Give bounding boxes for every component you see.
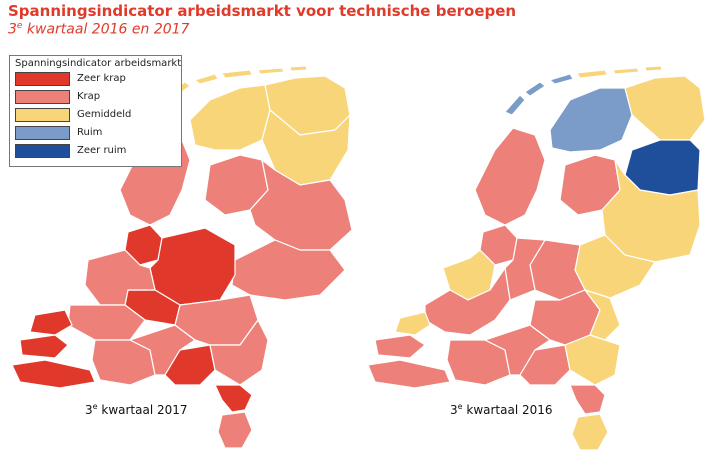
region-rotterdam[interactable]: [67, 304, 146, 341]
legend-item-ruim: Ruim: [15, 126, 180, 141]
map-label-2017: 3e kwartaal 2017: [85, 402, 188, 417]
island-7: [504, 94, 526, 116]
legend-title: Spanningsindicator arbeidsmarkt: [15, 58, 182, 69]
legend-label: Krap: [77, 91, 101, 102]
page-subtitle: 3e kwartaal 2016 en 2017: [8, 21, 189, 38]
region-noord-limburg-2016[interactable]: [564, 334, 621, 386]
region-zeeland-south[interactable]: [11, 359, 96, 389]
map-label-text: kwartaal 2017: [97, 403, 188, 417]
island-11: [612, 67, 640, 75]
legend-swatch: [15, 144, 70, 158]
region-noord-holland-2016[interactable]: [474, 127, 546, 226]
region-friesland[interactable]: [549, 87, 633, 153]
island-4: [221, 69, 253, 79]
region-zeeland-mid-2016[interactable]: [374, 334, 426, 359]
legend-swatch: [15, 126, 70, 140]
region-zeeland-north[interactable]: [29, 309, 73, 336]
region-zeeland-south-2016[interactable]: [367, 359, 451, 389]
subtitle-ordinal: 3: [8, 21, 17, 38]
region-utrecht-gelderland[interactable]: [149, 227, 236, 306]
legend-label: Zeer ruim: [77, 145, 127, 156]
subtitle-ordinal-suffix: e: [16, 21, 23, 31]
island-12: [644, 65, 663, 72]
legend-item-zeer-ruim: Zeer ruim: [15, 144, 180, 159]
map-label-ordinal-suffix: e: [457, 402, 463, 411]
region-north-friesland[interactable]: [189, 84, 271, 151]
page-title: Spanningsindicator arbeidsmarkt voor tec…: [8, 2, 517, 20]
region-zeeland-north-2016[interactable]: [394, 311, 431, 336]
map-label-ordinal: 3: [85, 403, 93, 417]
region-zuid-holland[interactable]: [84, 249, 156, 306]
legend-swatch: [15, 90, 70, 104]
region-zuid-limburg-2016[interactable]: [571, 413, 609, 451]
island-9: [548, 73, 574, 85]
region-overijssel-2016[interactable]: [601, 159, 701, 263]
map-2016: [367, 65, 706, 451]
island-8: [524, 81, 546, 97]
island-5: [257, 67, 285, 75]
legend-item-krap: Krap: [15, 90, 180, 105]
region-rotterdam-2016[interactable]: [424, 267, 511, 336]
region-gelderland-east[interactable]: [231, 239, 346, 301]
map-label-text: kwartaal 2016: [462, 403, 553, 417]
legend-label: Gemiddeld: [77, 109, 132, 120]
island-10: [576, 69, 608, 79]
legend-item-gemiddeld: Gemiddeld: [15, 108, 180, 123]
legend-swatch: [15, 108, 70, 122]
region-noord-limburg[interactable]: [209, 319, 269, 386]
legend: Spanningsindicator arbeidsmarkt Zeer kra…: [9, 55, 182, 167]
subtitle-text: kwartaal 2016 en 2017: [22, 21, 190, 38]
legend-item-zeer-krap: Zeer krap: [15, 72, 180, 87]
island-3: [193, 73, 219, 85]
region-zuid-limburg[interactable]: [217, 411, 253, 449]
legend-swatch: [15, 72, 70, 86]
region-midden-limburg-2016[interactable]: [569, 384, 606, 415]
island-6: [289, 65, 308, 72]
region-midden-limburg[interactable]: [214, 384, 253, 413]
map-label-ordinal: 3: [450, 403, 458, 417]
legend-label: Zeer krap: [77, 73, 126, 84]
legend-label: Ruim: [77, 127, 103, 138]
map-label-ordinal-suffix: e: [92, 402, 98, 411]
map-label-2016: 3e kwartaal 2016: [450, 402, 553, 417]
region-utrecht-2016[interactable]: [504, 237, 546, 301]
region-groningen[interactable]: [624, 75, 706, 141]
region-zeeland-mid[interactable]: [19, 334, 69, 359]
